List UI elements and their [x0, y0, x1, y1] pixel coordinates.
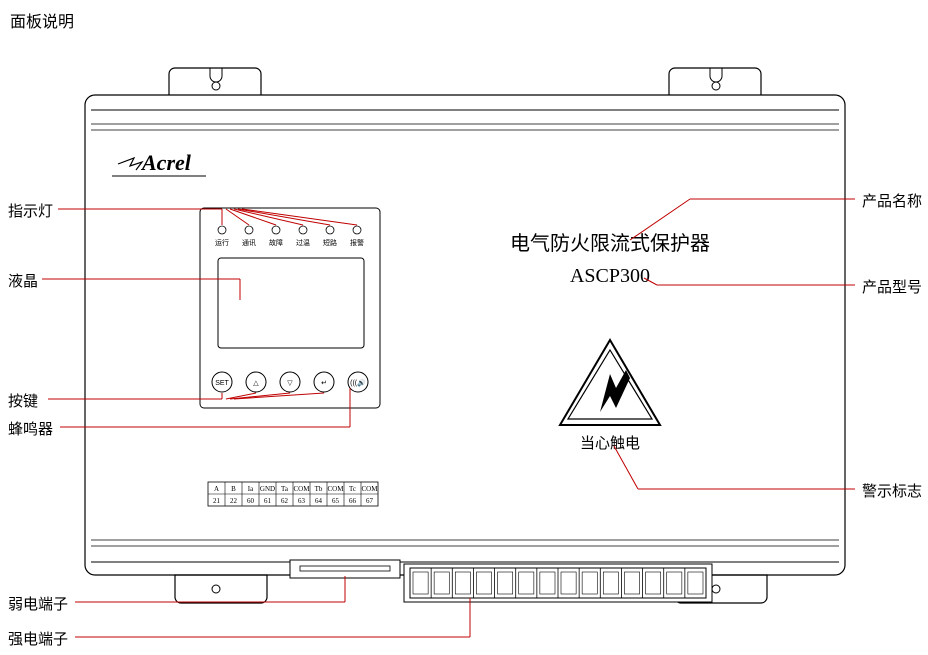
device-product-name: 电气防火限流式保护器	[510, 232, 710, 255]
weak-bot-4: 62	[281, 497, 289, 505]
weak-top-2: Ia	[248, 485, 254, 493]
button-label-0: SET	[215, 380, 229, 387]
warning-text: 当心触电	[580, 435, 640, 452]
weak-bot-1: 22	[230, 497, 238, 505]
device-body	[85, 68, 845, 603]
weak-bot-2: 60	[247, 497, 255, 505]
led-label-3: 过温	[296, 238, 310, 247]
weak-top-5: COM	[294, 485, 311, 493]
svg-text:Acrel: Acrel	[140, 150, 192, 175]
led-label-4: 短路	[323, 238, 337, 247]
control-panel: 运行 通讯 故障 过温 短路 报警 SET △ ▽ ↵ (((🔊	[200, 208, 380, 408]
led-label-1: 通讯	[242, 238, 256, 247]
weak-terminal-connector	[290, 560, 400, 578]
button-label-3: ↵	[321, 380, 327, 387]
diagram-svg: Acrel 运行 通讯 故障 过温 短路 报警 SET △ ▽ ↵ (((🔊 电气防火限流式保护器…	[0, 0, 928, 655]
led-label-2: 故障	[269, 238, 283, 247]
weak-top-7: COM	[328, 485, 345, 493]
weak-top-6: Tb	[315, 485, 323, 493]
lcd-screen	[218, 258, 364, 348]
weak-bot-6: 64	[315, 497, 323, 505]
button-label-2: ▽	[287, 380, 293, 387]
weak-bot-8: 66	[349, 497, 357, 505]
led-label-5: 报警	[350, 238, 364, 247]
weak-bot-3: 61	[264, 497, 272, 505]
weak-top-8: Tc	[349, 485, 356, 493]
weak-top-4: Ta	[281, 485, 289, 493]
weak-bot-7: 65	[332, 497, 340, 505]
button-label-1: △	[253, 380, 259, 387]
weak-terminal-block: A B Ia GND Ta COM Tb COM Tc COM 21 22 60 61 62 63 64 65 66…	[208, 482, 378, 506]
weak-top-3: GND	[260, 485, 275, 493]
weak-bot-9: 67	[366, 497, 374, 505]
strong-terminal-block	[404, 564, 712, 602]
weak-bot-0: 21	[213, 497, 221, 505]
weak-top-0: A	[214, 485, 219, 493]
weak-top-9: COM	[362, 485, 379, 493]
device-model: ASCP300	[570, 265, 650, 287]
weak-top-1: B	[231, 485, 236, 493]
button-label-4: (((🔊	[350, 378, 366, 387]
weak-bot-5: 63	[298, 497, 306, 505]
led-label-0: 运行	[215, 238, 229, 247]
